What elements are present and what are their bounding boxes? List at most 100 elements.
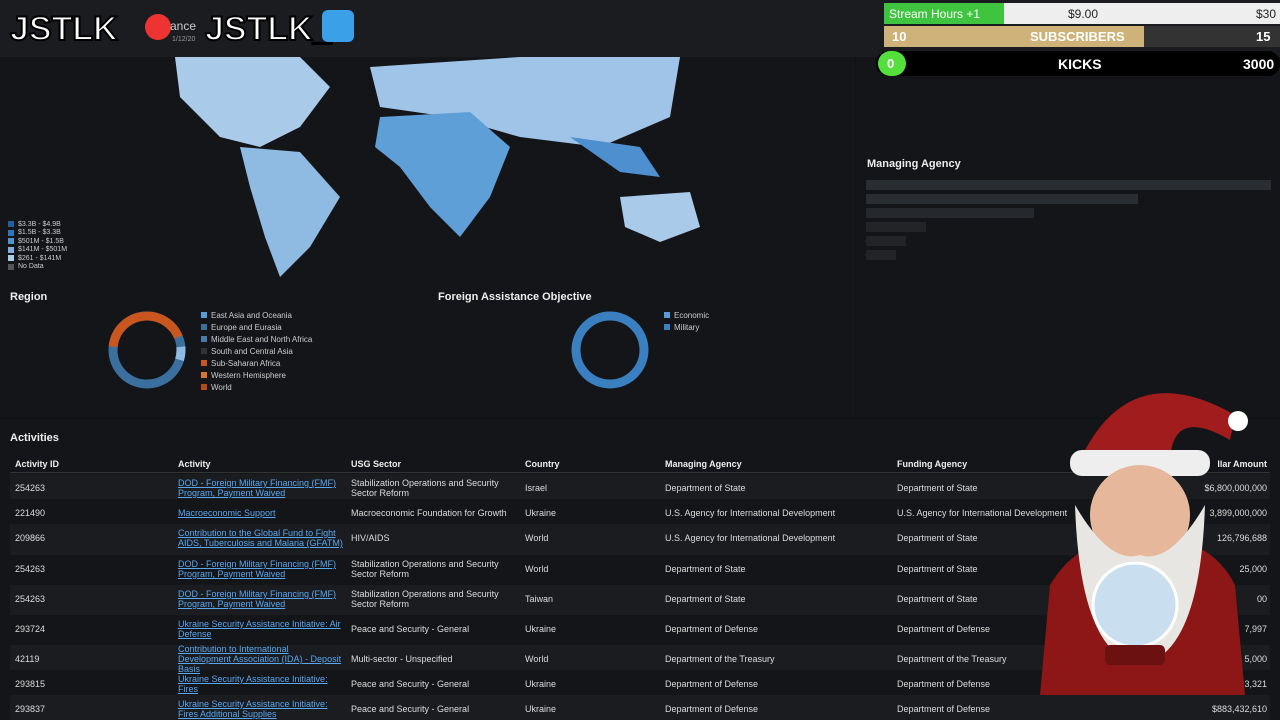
santa-hat — [1080, 393, 1235, 465]
kick-label: KICKS — [1058, 56, 1102, 72]
table-cell: World — [525, 533, 549, 543]
column-header: Managing Agency — [665, 459, 742, 469]
table-cell: Multi-sector - Unspecified — [351, 654, 453, 664]
table-cell: Department of State — [665, 564, 746, 574]
pompom — [1228, 411, 1248, 431]
table-cell: 42119 — [15, 654, 40, 664]
table-cell: World — [525, 564, 549, 574]
map-legend: $3.3B - $4.9B $1.5B - $3.3B $501M - $1.5B $… — [8, 220, 67, 271]
sub-current: 10 — [892, 29, 907, 44]
title-fragment: ance — [170, 19, 196, 33]
activity-link[interactable]: Ukraine Security Assistance Initiative: … — [178, 619, 341, 639]
legend-swatch — [8, 263, 14, 270]
objective-donut — [571, 311, 649, 389]
faded-bar — [866, 180, 1271, 190]
activity-link[interactable]: Contribution to International Developmen… — [178, 644, 342, 674]
legend-label: South and Central Asia — [211, 346, 293, 356]
table-cell: 293815 — [15, 679, 46, 689]
donut-segment — [108, 311, 186, 389]
table-cell: Stabilization Operations and Security Se… — [351, 589, 499, 609]
legend-item: Economic — [664, 309, 709, 321]
legend-swatch — [8, 238, 14, 245]
agency-bars — [866, 180, 1271, 260]
legend-swatch — [8, 246, 14, 253]
legend-swatch — [201, 312, 207, 318]
table-cell: World — [525, 654, 549, 664]
objective-legend: Economic Military — [664, 309, 709, 333]
logos: JSTLK ance 1/12/20 JSTLK_ — [9, 9, 354, 49]
table-cell: $883,432,610 — [1211, 704, 1267, 714]
activity-link[interactable]: DOD - Foreign Military Financing (FMF) P… — [178, 478, 337, 498]
legend-item: $3.3B - $4.9B — [8, 220, 67, 229]
table-cell: Department of Defense — [897, 624, 991, 634]
legend-swatch — [201, 336, 207, 342]
legend-label: Middle East and North Africa — [211, 334, 313, 344]
legend-item: World — [201, 381, 312, 393]
activity-link[interactable]: Macroeconomic Support — [178, 508, 276, 518]
region-title: Region — [10, 291, 48, 303]
region-donut — [108, 311, 186, 389]
twitter-icon — [322, 10, 354, 42]
column-header: Activity ID — [15, 459, 60, 469]
legend-item: No Data — [8, 263, 67, 272]
legend-label: No Data — [18, 263, 44, 271]
table-cell: Department of State — [897, 594, 978, 604]
table-cell: Ukraine — [525, 704, 557, 714]
table-cell: Ukraine — [525, 679, 557, 689]
sub-bar — [884, 26, 1280, 47]
legend-swatch — [8, 221, 14, 228]
table-cell: 7,997 — [1244, 624, 1267, 634]
faded-bar — [866, 236, 906, 246]
santa-overlay — [1040, 393, 1248, 695]
table-cell: Stabilization Operations and Security Se… — [351, 478, 499, 498]
table-cell: $6,800,000,000 — [1204, 483, 1267, 493]
row-stripe — [10, 474, 1270, 499]
activity-link[interactable]: Contribution to the Global Fund to Fight… — [178, 528, 343, 548]
donut-ring — [571, 311, 649, 389]
column-header: llar Amount — [1217, 459, 1267, 469]
legend-label: Europe and Eurasia — [211, 322, 282, 332]
table-cell: 00 — [1256, 594, 1267, 604]
activity-link[interactable]: Ukraine Security Assistance Initiative: … — [178, 699, 328, 719]
agency-panel — [856, 57, 1280, 417]
legend-item: $1.5B - $3.3B — [8, 229, 67, 238]
table-cell: Ukraine — [525, 508, 557, 518]
activity-link[interactable]: DOD - Foreign Military Financing (FMF) P… — [178, 589, 337, 609]
activity-link[interactable]: Ukraine Security Assistance Initiative: … — [178, 674, 328, 694]
faded-bar — [866, 250, 896, 260]
table-cell: 293837 — [15, 704, 46, 714]
legend-item: Sub-Saharan Africa — [201, 357, 312, 369]
record-icon — [145, 14, 171, 40]
table-cell: Department of Defense — [665, 679, 759, 689]
legend-item: $501M - $1.5B — [8, 237, 67, 246]
goal-bar — [884, 3, 1280, 24]
legend-label: $3.3B - $4.9B — [18, 220, 61, 228]
legend-swatch — [201, 360, 207, 366]
faded-bar — [866, 208, 1034, 218]
table-cell: Department of State — [665, 483, 746, 493]
table-cell: Ukraine — [525, 624, 557, 634]
kick-bar — [876, 51, 1280, 76]
table-cell: 3,899,000,000 — [1209, 508, 1267, 518]
column-header: Funding Agency — [897, 459, 968, 469]
table-cell: U.S. Agency for International Developmen… — [665, 533, 836, 543]
table-cell: U.S. Agency for International Developmen… — [665, 508, 836, 518]
table-cell: 209866 — [15, 533, 46, 543]
australia — [620, 192, 700, 242]
legend-label: Western Hemisphere — [211, 370, 286, 380]
objective-title: Foreign Assistance Objective — [438, 291, 592, 303]
legend-item: Military — [664, 321, 709, 333]
table-cell: Peace and Security - General — [351, 704, 470, 714]
legend-item: $141M - $501M — [8, 246, 67, 255]
table-cell: Department of the Treasury — [665, 654, 775, 664]
table-cell: Department of State — [665, 594, 746, 604]
legend-swatch — [664, 324, 670, 330]
legend-label: $501M - $1.5B — [18, 237, 64, 245]
legend-item: East Asia and Oceania — [201, 309, 312, 321]
faded-bar — [866, 222, 926, 232]
africa — [375, 112, 510, 237]
world-map — [175, 57, 700, 277]
activity-link[interactable]: DOD - Foreign Military Financing (FMF) P… — [178, 559, 337, 579]
table-cell: 293724 — [15, 624, 46, 634]
